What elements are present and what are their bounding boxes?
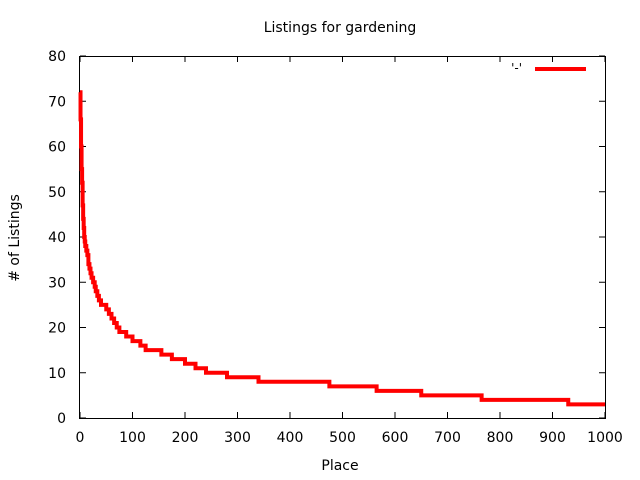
- legend-label: '-': [511, 61, 522, 75]
- legend: '-': [511, 61, 586, 75]
- x-tick-label: 600: [382, 430, 409, 446]
- x-tick-label: 500: [329, 430, 356, 446]
- x-tick-label: 700: [434, 430, 461, 446]
- y-tick-label: 60: [48, 140, 66, 156]
- x-tick-label: 200: [172, 430, 199, 446]
- x-tick-label: 800: [487, 430, 514, 446]
- series-group: [78, 90, 605, 407]
- y-tick-label: 20: [48, 321, 66, 337]
- y-tick-label: 50: [48, 185, 66, 201]
- x-tick-label: 1000: [587, 430, 623, 446]
- series-line-0: [78, 90, 605, 407]
- plot-frame: [79, 56, 606, 419]
- x-tick-label: 300: [224, 430, 251, 446]
- y-tick-label: 10: [48, 366, 66, 382]
- y-ticks: 0 10 20 30 40 50 60 70 80: [48, 49, 605, 427]
- x-tick-label: 0: [76, 430, 85, 446]
- x-tick-label: 900: [539, 430, 566, 446]
- x-axis-label: Place: [321, 458, 358, 474]
- y-axis-label: # of Listings: [7, 194, 23, 282]
- x-tick-label: 100: [119, 430, 146, 446]
- x-ticks: 0 100 200 300 400 500 600 700 800 900 1000: [76, 56, 623, 446]
- y-tick-label: 70: [48, 94, 66, 110]
- y-tick-label: 0: [57, 411, 66, 427]
- x-tick-label: 400: [277, 430, 304, 446]
- y-tick-label: 30: [48, 275, 66, 291]
- y-tick-label: 40: [48, 230, 66, 246]
- chart-title: Listings for gardening: [264, 20, 417, 36]
- y-tick-label: 80: [48, 49, 66, 65]
